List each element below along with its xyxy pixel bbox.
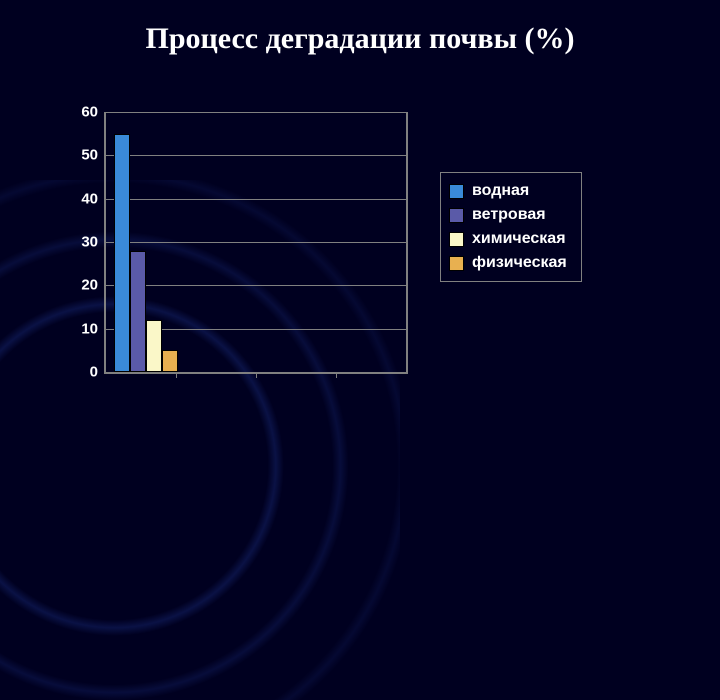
legend-label: ветровая <box>472 206 546 224</box>
y-tick-label: 20 <box>81 277 106 294</box>
x-tick-mark <box>336 372 337 378</box>
y-tick-label: 30 <box>81 234 106 251</box>
chart-container: 0102030405060 воднаяветроваяхимическаяфи… <box>62 102 622 412</box>
legend: водная ветровая химическая физическая <box>440 172 582 282</box>
y-tick-label: 10 <box>81 320 106 337</box>
legend-swatch <box>449 256 464 271</box>
legend-swatch <box>449 208 464 223</box>
legend-label: водная <box>472 182 529 200</box>
legend-item: ветровая <box>449 203 567 227</box>
plot-area: 0102030405060 <box>104 112 408 374</box>
bar <box>146 320 162 372</box>
y-tick-label: 0 <box>90 364 106 381</box>
y-tick-label: 50 <box>81 147 106 164</box>
legend-item: физическая <box>449 251 567 275</box>
chart-title: Процесс деградации почвы (%) <box>0 22 720 56</box>
bar-group <box>114 134 178 372</box>
bar <box>130 251 146 372</box>
legend-item: водная <box>449 179 567 203</box>
legend-label: химическая <box>472 230 566 248</box>
x-tick-mark <box>256 372 257 378</box>
bar <box>114 134 130 372</box>
legend-label: физическая <box>472 254 567 272</box>
legend-swatch <box>449 184 464 199</box>
y-tick-label: 40 <box>81 190 106 207</box>
bar <box>162 350 178 372</box>
gridline <box>106 112 406 113</box>
y-tick-label: 60 <box>81 104 106 121</box>
x-tick-mark <box>176 372 177 378</box>
legend-item: химическая <box>449 227 567 251</box>
legend-swatch <box>449 232 464 247</box>
